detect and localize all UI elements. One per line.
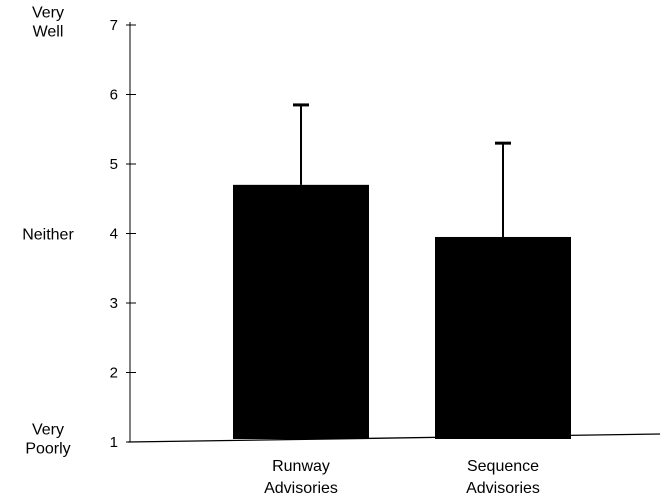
category-labels: Runway Advisories Sequence Advisories [264, 458, 540, 495]
y-tick-label: 2 [110, 365, 118, 382]
bar [233, 184, 369, 439]
y-tick-label: 6 [110, 87, 118, 104]
y-anchor-labels: Very Well Neither Very Poorly [22, 5, 74, 458]
category-label: Sequence [467, 458, 539, 475]
y-anchor-label: Very [32, 422, 64, 439]
bar [435, 236, 571, 439]
chart-axes [127, 22, 661, 443]
y-anchor-label: Well [33, 24, 64, 41]
y-tick-label: 5 [110, 156, 118, 173]
y-tick-label: 3 [110, 295, 118, 312]
y-ticks: 1 2 3 4 5 6 7 [110, 17, 136, 451]
y-tick-label: 1 [110, 434, 118, 451]
y-anchor-label: Neither [22, 227, 74, 244]
category-label: Advisories [264, 480, 338, 495]
y-tick-label: 7 [110, 17, 118, 34]
error-bars [293, 103, 511, 237]
y-tick-label: 4 [110, 226, 118, 243]
category-label: Runway [272, 458, 330, 475]
y-anchor-label: Very [32, 5, 64, 22]
x-axis-line [127, 433, 661, 443]
y-anchor-label: Poorly [25, 441, 70, 458]
category-label: Advisories [466, 480, 540, 495]
bars [233, 184, 571, 439]
